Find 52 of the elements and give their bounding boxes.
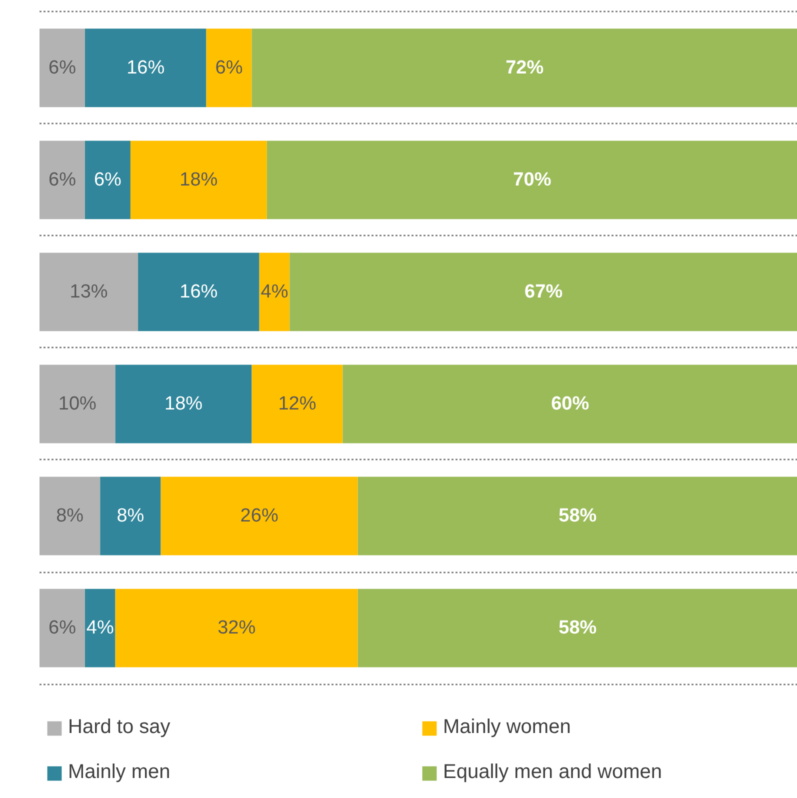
- data-label: 26%: [240, 506, 278, 527]
- data-label: 32%: [218, 618, 256, 639]
- bar: [40, 140, 85, 220]
- bar: [252, 364, 343, 444]
- bar: [342, 364, 797, 444]
- bar: [290, 252, 797, 332]
- bar: [40, 588, 85, 668]
- data-label: 16%: [180, 281, 218, 302]
- bar: [160, 476, 358, 556]
- data-label: 60%: [551, 393, 590, 414]
- data-label: 58%: [558, 618, 597, 639]
- bar: [206, 28, 252, 108]
- data-label: 6%: [48, 57, 76, 78]
- data-label: 58%: [558, 506, 597, 527]
- bar: [84, 588, 116, 668]
- data-label: 18%: [164, 393, 203, 414]
- bar: [40, 476, 100, 556]
- data-label: 12%: [278, 393, 316, 414]
- bar: [40, 28, 85, 108]
- bar: [138, 252, 260, 332]
- data-label: 16%: [126, 57, 165, 78]
- bar: [358, 588, 797, 668]
- data-label: 8%: [56, 506, 84, 527]
- bar: [84, 28, 206, 108]
- bar: [115, 364, 252, 444]
- legend-label: Hard to say: [68, 716, 172, 739]
- bar: [40, 364, 116, 444]
- legend-label: Mainly women: [443, 716, 572, 739]
- bar: [130, 140, 267, 220]
- data-label: 4%: [260, 281, 288, 302]
- legend-label: Mainly men: [68, 761, 172, 784]
- data-label: 18%: [180, 169, 218, 190]
- data-label: 6%: [215, 57, 243, 78]
- data-label: 6%: [48, 618, 76, 639]
- bar: [100, 476, 161, 556]
- bar: [115, 588, 358, 668]
- legend-label: Equally men and women: [443, 761, 664, 784]
- bar: [259, 252, 290, 332]
- bar: [266, 140, 797, 220]
- data-label: 4%: [86, 618, 114, 639]
- data-label: 6%: [48, 169, 76, 190]
- data-label: 70%: [513, 169, 552, 190]
- bar: [84, 140, 130, 220]
- bar: [358, 476, 797, 556]
- data-label: 6%: [94, 169, 122, 190]
- data-label: 72%: [506, 57, 544, 78]
- bar: [40, 252, 138, 332]
- data-label: 67%: [524, 281, 563, 302]
- data-label: 8%: [116, 506, 144, 527]
- data-label: 10%: [58, 393, 97, 414]
- data-label: 13%: [70, 281, 108, 302]
- bar: [252, 28, 797, 108]
